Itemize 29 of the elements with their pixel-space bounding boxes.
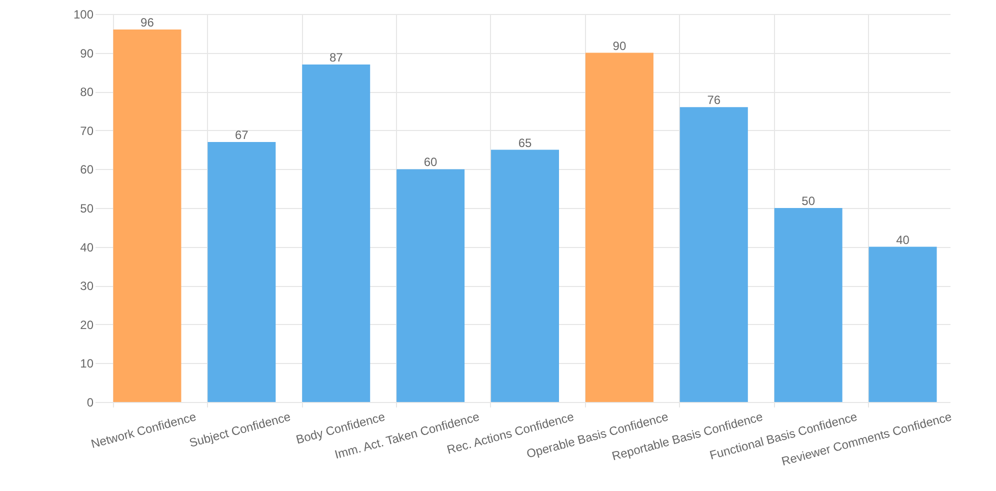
y-tick-label: 80 (80, 85, 94, 100)
data-label: 50 (802, 194, 816, 208)
y-tick-label: 50 (80, 202, 94, 216)
bar (868, 246, 937, 402)
bar (302, 64, 370, 402)
y-tick-label: 90 (80, 46, 94, 60)
y-tick-label: 30 (80, 279, 94, 294)
y-tick-label: 40 (80, 240, 94, 254)
y-tick-label: 10 (80, 356, 94, 371)
bar (680, 107, 748, 402)
data-label: 40 (896, 232, 910, 247)
y-tick-label: 60 (80, 162, 94, 177)
data-label: 87 (329, 50, 344, 64)
y-tick-label: 70 (80, 124, 94, 138)
bar (491, 150, 559, 402)
data-label: 60 (424, 155, 438, 170)
bar (113, 30, 182, 402)
bar (585, 52, 654, 402)
data-label: 90 (612, 38, 626, 53)
bar (396, 169, 465, 402)
bar (774, 208, 842, 402)
data-label: 67 (234, 128, 249, 142)
data-label: 96 (140, 16, 154, 30)
data-label: 76 (707, 93, 721, 108)
y-tick-label: 100 (73, 8, 94, 22)
y-tick-label: 20 (80, 318, 94, 332)
bar (208, 142, 276, 402)
y-tick-label: 0 (86, 396, 94, 410)
data-label: 65 (518, 136, 532, 150)
